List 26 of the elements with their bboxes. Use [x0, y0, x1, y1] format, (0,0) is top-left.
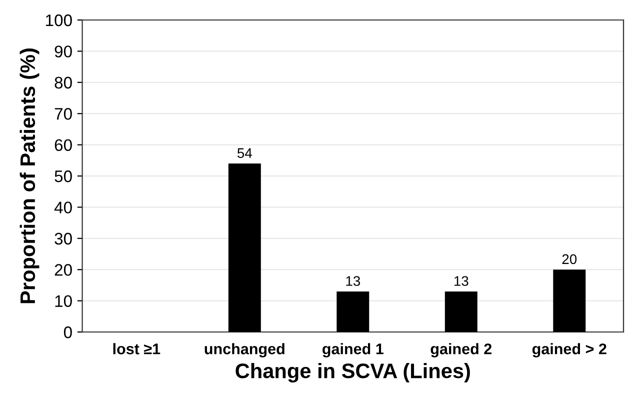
x-tick-label: gained 1 [322, 343, 384, 358]
bar [228, 164, 261, 332]
x-tick-label: unchanged [204, 343, 284, 358]
data-label: 54 [237, 148, 252, 158]
data-label: 20 [562, 254, 577, 264]
y-tick-label: 30 [54, 232, 72, 245]
x-tick-label: gained > 2 [532, 343, 606, 358]
x-axis-title: Change in SCVA (Lines) [236, 362, 470, 382]
data-label: 13 [346, 276, 360, 286]
y-tick-label: 70 [54, 108, 72, 120]
x-tick-label: gained 2 [430, 343, 492, 358]
y-tick-label: 80 [54, 76, 72, 89]
y-axis-title: Proportion of Patients (%) [20, 48, 40, 304]
bar [444, 291, 478, 332]
data-label: 13 [454, 276, 468, 286]
y-tick-label: 0 [64, 326, 72, 338]
y-tick-label: 20 [54, 264, 72, 276]
y-tick-label: 90 [54, 46, 72, 58]
bar [336, 291, 370, 332]
y-tick-label: 50 [54, 170, 72, 182]
x-tick-label: lost ≥1 [113, 343, 160, 354]
y-tick-label: 60 [54, 139, 72, 152]
y-tick-label: 100 [46, 14, 72, 26]
bar [553, 270, 586, 332]
y-tick-label: 10 [55, 295, 72, 308]
y-tick-label: 40 [54, 202, 72, 214]
